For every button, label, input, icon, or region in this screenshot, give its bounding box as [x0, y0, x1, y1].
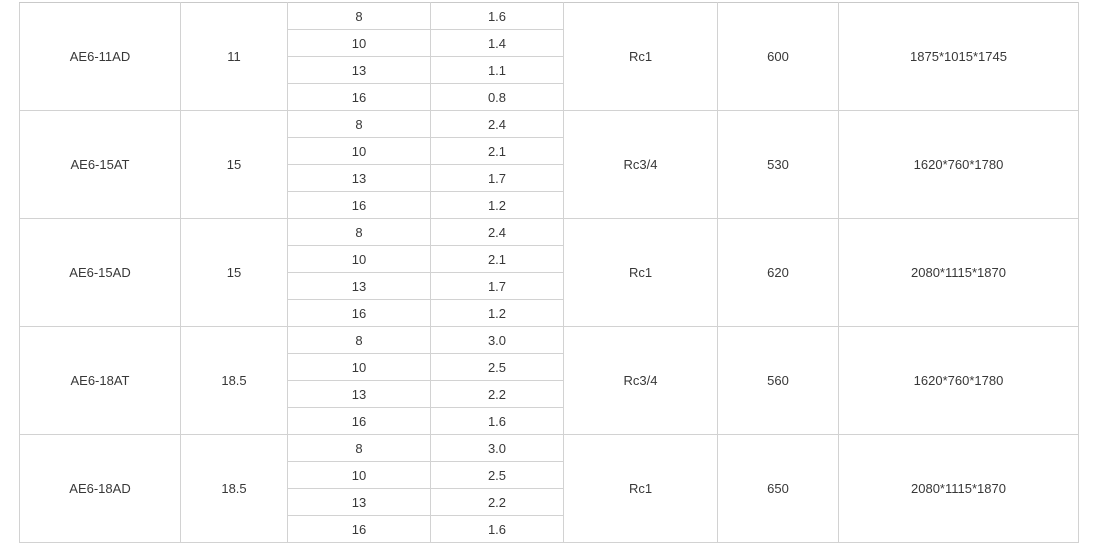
product-spec-table: AE6-11AD 11 8 1.6 Rc1 600 1875*1015*1745…	[19, 2, 1079, 543]
pressure-cell: 8	[287, 2, 431, 30]
model-cell: AE6-11AD	[19, 2, 181, 111]
flow-cell: 1.2	[430, 191, 564, 219]
table-row: AE6-15AT 15 8 2.4 Rc3/4 530 1620*760*178…	[19, 110, 1079, 219]
weight-cell: 600	[717, 2, 839, 111]
weight-cell: 530	[717, 110, 839, 219]
flow-cell: 2.4	[430, 218, 564, 246]
flow-cell: 2.1	[430, 137, 564, 165]
table-subrow: 16 1.6	[20, 407, 1079, 435]
pressure-cell: 13	[287, 272, 431, 300]
dimensions-cell: 1620*760*1780	[838, 326, 1079, 435]
pressure-cell: 10	[287, 245, 431, 273]
flow-cell: 1.6	[430, 407, 564, 435]
pressure-cell: 16	[287, 515, 431, 543]
outlet-thread-cell: Rc3/4	[563, 326, 718, 435]
power-cell: 15	[180, 110, 288, 219]
dimensions-cell: 2080*1115*1870	[838, 218, 1079, 327]
table-row: AE6-18AT 18.5 8 3.0 Rc3/4 560 1620*760*1…	[19, 326, 1079, 435]
dimensions-cell: 2080*1115*1870	[838, 434, 1079, 543]
table-subrow: 10 1.4	[20, 29, 1079, 57]
table-row: AE6-15AD 15 8 2.4 Rc1 620 2080*1115*1870	[19, 218, 1079, 327]
pressure-cell: 16	[287, 191, 431, 219]
flow-cell: 2.5	[430, 461, 564, 489]
table-subrow: 16 1.2	[20, 191, 1079, 219]
table-subrow: 10 2.5	[20, 461, 1079, 489]
outlet-thread-cell: Rc3/4	[563, 110, 718, 219]
pressure-cell: 10	[287, 353, 431, 381]
table-subrow: 16 1.2	[20, 299, 1079, 327]
power-cell: 11	[180, 2, 288, 111]
flow-cell: 2.2	[430, 488, 564, 516]
pressure-cell: 10	[287, 461, 431, 489]
flow-cell: 1.7	[430, 272, 564, 300]
flow-cell: 1.7	[430, 164, 564, 192]
flow-cell: 1.4	[430, 29, 564, 57]
power-cell: 15	[180, 218, 288, 327]
outlet-thread-cell: Rc1	[563, 218, 718, 327]
weight-cell: 620	[717, 218, 839, 327]
flow-cell: 0.8	[430, 83, 564, 111]
pressure-cell: 8	[287, 110, 431, 138]
table-subrow: 10 2.1	[20, 245, 1079, 273]
flow-cell: 3.0	[430, 434, 564, 462]
flow-cell: 2.1	[430, 245, 564, 273]
pressure-cell: 13	[287, 488, 431, 516]
outlet-thread-cell: Rc1	[563, 434, 718, 543]
pressure-cell: 13	[287, 380, 431, 408]
flow-cell: 3.0	[430, 326, 564, 354]
table-subrow: 13 2.2	[20, 488, 1079, 516]
pressure-cell: 8	[287, 326, 431, 354]
weight-cell: 650	[717, 434, 839, 543]
model-cell: AE6-15AD	[19, 218, 181, 327]
table-subrow: 16 0.8	[20, 83, 1079, 111]
pressure-cell: 8	[287, 218, 431, 246]
weight-cell: 560	[717, 326, 839, 435]
table-subrow: 13 1.7	[20, 164, 1079, 192]
spec-table-body: AE6-11AD 11 8 1.6 Rc1 600 1875*1015*1745…	[19, 2, 1079, 543]
table-row: AE6-18AD 18.5 8 3.0 Rc1 650 2080*1115*18…	[19, 434, 1079, 543]
power-cell: 18.5	[180, 434, 288, 543]
flow-cell: 1.6	[430, 2, 564, 30]
pressure-cell: 10	[287, 137, 431, 165]
table-subrow: 13 1.7	[20, 272, 1079, 300]
table-subrow: 16 1.6	[20, 515, 1079, 543]
pressure-cell: 10	[287, 29, 431, 57]
model-cell: AE6-18AT	[19, 326, 181, 435]
dimensions-cell: 1875*1015*1745	[838, 2, 1079, 111]
table-row: AE6-11AD 11 8 1.6 Rc1 600 1875*1015*1745	[19, 2, 1079, 111]
pressure-cell: 13	[287, 164, 431, 192]
dimensions-cell: 1620*760*1780	[838, 110, 1079, 219]
flow-cell: 1.6	[430, 515, 564, 543]
table-subrow: 10 2.1	[20, 137, 1079, 165]
outlet-thread-cell: Rc1	[563, 2, 718, 111]
flow-cell: 1.2	[430, 299, 564, 327]
pressure-cell: 13	[287, 56, 431, 84]
model-cell: AE6-15AT	[19, 110, 181, 219]
pressure-cell: 16	[287, 83, 431, 111]
flow-cell: 2.4	[430, 110, 564, 138]
pressure-cell: 16	[287, 299, 431, 327]
pressure-cell: 8	[287, 434, 431, 462]
flow-cell: 2.5	[430, 353, 564, 381]
flow-cell: 1.1	[430, 56, 564, 84]
pressure-cell: 16	[287, 407, 431, 435]
power-cell: 18.5	[180, 326, 288, 435]
table-subrow: 13 2.2	[20, 380, 1079, 408]
flow-cell: 2.2	[430, 380, 564, 408]
model-cell: AE6-18AD	[19, 434, 181, 543]
